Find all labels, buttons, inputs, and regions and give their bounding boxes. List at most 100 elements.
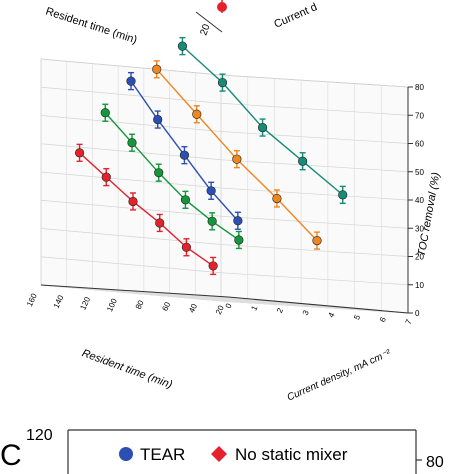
panel-a-axis: [195, 11, 223, 33]
data-point: [177, 41, 188, 51]
panel-c-legend: TEAR No static mixer: [119, 445, 348, 464]
y-tick-label: 5: [352, 313, 362, 321]
data-point: [152, 64, 162, 74]
series-4: [177, 36, 348, 205]
series-line: [79, 152, 214, 267]
grid-line-cd-floor: [66, 286, 254, 300]
panel-a-fragment: Resident time (min) 20 Current d: [44, 0, 319, 46]
data-series: [74, 36, 348, 276]
x-tick-label: 80: [134, 298, 146, 310]
grid-line-z-side: [220, 102, 409, 116]
axis-walls: [40, 58, 409, 314]
data-point: [100, 108, 110, 118]
grid-line-cd-floor: [220, 300, 409, 314]
grid-line-cd-floor: [118, 291, 306, 305]
panel-c-y-tick-120: 120: [26, 427, 53, 444]
y-tick-label: 3: [301, 308, 311, 316]
z-tick-label: 70: [415, 111, 424, 120]
y-tick-label: 0: [224, 302, 234, 310]
z-tick-label: 20: [415, 253, 424, 262]
series-1: [100, 103, 244, 250]
data-point: [298, 156, 308, 166]
panel-a-current-label: Current d: [272, 1, 319, 31]
data-point: [217, 78, 228, 88]
data-point: [272, 193, 282, 204]
panel-a-tick: 20: [198, 22, 212, 37]
data-point: [155, 218, 165, 228]
x-tick-label: 40: [187, 302, 199, 314]
grid-line-cd-floor: [195, 298, 383, 312]
data-point: [233, 216, 243, 226]
legend-tear-marker: [119, 447, 133, 461]
data-point: [74, 148, 85, 158]
panel-a-resident-label: Resident time (min): [44, 5, 138, 46]
data-point: [207, 216, 217, 226]
grid-line-z-side: [220, 159, 409, 173]
data-point: [181, 242, 192, 252]
data-point: [126, 76, 136, 86]
grid-line-z-side: [220, 74, 409, 88]
series-line: [104, 112, 240, 241]
z-tick-label: 0: [415, 309, 420, 318]
x-tick-label: 120: [78, 295, 92, 311]
y-tick-label: 6: [378, 315, 388, 323]
series-0: [74, 143, 218, 276]
legend-no-static-mixer-marker: [211, 446, 227, 462]
grid-lines: [40, 58, 409, 314]
x-tick-label: 100: [105, 297, 119, 313]
z-tick-label: 50: [415, 168, 424, 177]
series-3: [152, 60, 322, 250]
grid-line-z-back: [40, 58, 222, 76]
legend-no-static-mixer-label: No static mixer: [235, 445, 348, 464]
grid-line-z-back: [40, 86, 222, 104]
grid-line-z-back: [40, 228, 222, 245]
grid-line-z-back: [40, 199, 222, 217]
x-tick-label: 20: [214, 304, 226, 316]
panel-c-right-tick-80: 80: [426, 454, 444, 471]
y-tick-label: 1: [249, 304, 259, 312]
x-axis-label: Resident time (min): [80, 347, 174, 391]
data-point: [180, 195, 191, 205]
resident-time-axis: [40, 284, 229, 298]
z-tick-label: 40: [415, 196, 424, 205]
x-tick-label: 140: [52, 293, 66, 309]
grid-line-z-side: [220, 272, 409, 286]
data-point: [127, 138, 137, 148]
grid-line-cd-floor: [143, 293, 331, 307]
data-point: [312, 235, 322, 246]
z-axis-label: TOC removal (%): [416, 171, 443, 257]
grid-line-cd-floor: [92, 289, 280, 302]
data-point: [153, 114, 163, 125]
data-point: [101, 172, 111, 182]
legend-tear-label: TEAR: [140, 445, 185, 464]
data-point: [206, 186, 216, 196]
grid-line-z-back: [40, 115, 222, 132]
data-point: [257, 122, 268, 133]
x-tick-label: 60: [160, 300, 172, 312]
data-point: [192, 109, 202, 119]
data-point: [179, 150, 190, 160]
z-tick-label: 60: [415, 140, 424, 149]
z-tick-label: 10: [415, 281, 424, 290]
panel-c-label: C: [0, 439, 22, 472]
series-2: [126, 71, 243, 230]
data-point: [154, 168, 164, 178]
y-tick-label: 2: [275, 306, 285, 314]
z-tick-label: 80: [415, 83, 424, 92]
grid-line-z-back: [40, 171, 222, 189]
data-point: [208, 261, 218, 271]
data-point: [234, 235, 244, 245]
x-tick-label: 160: [25, 292, 39, 308]
current-density-axis: [227, 296, 409, 314]
grid-line-z-side: [220, 131, 409, 144]
grid-line-z-back: [40, 256, 222, 274]
y-tick-label: 7: [404, 318, 414, 326]
data-point: [128, 196, 138, 207]
y-tick-label: 4: [327, 311, 337, 319]
grid-line-z-side: [220, 215, 409, 229]
grid-line-z-side: [220, 244, 409, 257]
z-tick-label: 30: [415, 224, 424, 233]
data-point: [338, 190, 348, 200]
